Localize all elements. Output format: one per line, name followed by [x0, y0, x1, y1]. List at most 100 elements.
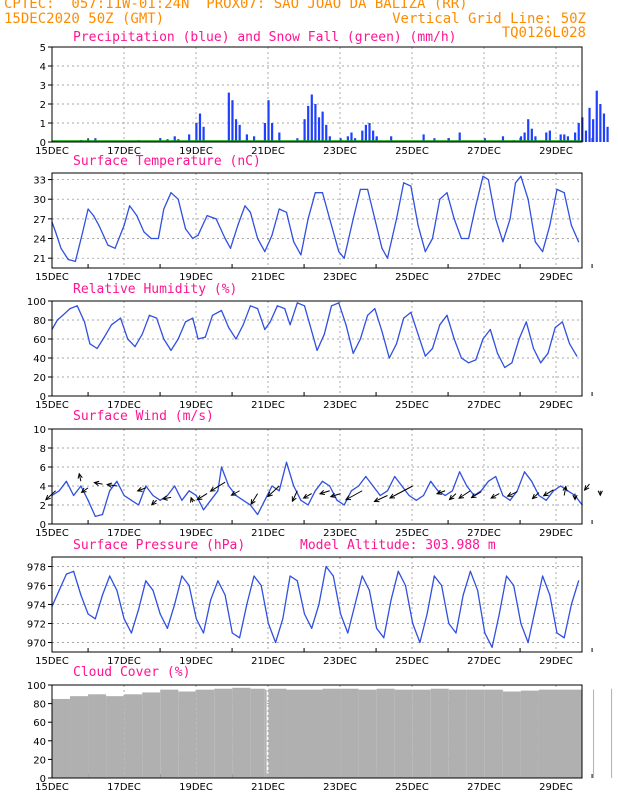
data-point [242, 499, 244, 501]
data-point [303, 613, 306, 615]
data-point [542, 251, 544, 253]
data-point [65, 573, 67, 575]
data-point [563, 192, 565, 194]
panel-6-frame [51, 684, 583, 779]
precipitation-bar [188, 134, 191, 142]
data-point [217, 580, 219, 582]
wind-arrow-head [344, 495, 351, 501]
precipitation-bar [94, 138, 97, 142]
data-point [511, 362, 513, 364]
x-tick-label: 19DEC [179, 400, 213, 411]
wind-arrow [210, 481, 226, 492]
x-tick-label: 23DEC [323, 782, 357, 793]
y-tick-label: 0 [40, 392, 46, 403]
data-point [260, 584, 262, 587]
data-point [417, 333, 419, 335]
y-tick-label: 976 [27, 582, 46, 593]
precipitation-bar [252, 136, 256, 142]
precipitation-bar [372, 130, 375, 142]
data-point [379, 494, 381, 497]
data-point [498, 613, 500, 615]
precipitation-bar [173, 136, 176, 142]
cloud-cover-bar [142, 692, 161, 778]
wind-arrow [436, 490, 446, 495]
data-point [453, 218, 455, 220]
header-line1: CPTEC: 057:11W-01:24N PROX07: SAO JOAO D… [4, 0, 468, 12]
y-tick-label: 21 [33, 254, 46, 265]
wind-arrow [584, 483, 590, 491]
data-point [381, 247, 383, 249]
x-tick-label: 15DEC [35, 146, 69, 157]
wind-arrow-head [77, 472, 83, 479]
data-point [513, 584, 515, 587]
data-point [177, 338, 179, 340]
data-point [123, 494, 125, 497]
data-point [220, 309, 223, 312]
wind-arrow [94, 482, 103, 485]
data-point [437, 490, 439, 492]
cloud-cover-bar [286, 689, 305, 778]
data-point [109, 575, 111, 577]
x-tick-label: 27DEC [467, 656, 501, 667]
y-tick-label: 2 [40, 501, 46, 512]
data-point [275, 641, 277, 644]
data-point [130, 499, 132, 501]
wind-arrow [137, 487, 146, 492]
data-point [163, 208, 165, 210]
x-tick-label: 19DEC [179, 272, 213, 283]
x-tick-label: 29DEC [539, 782, 573, 793]
data-point [69, 308, 71, 310]
precipitation-bar [375, 136, 378, 142]
cloud-cover-bar [575, 689, 582, 778]
data-point [98, 224, 100, 226]
x-tick-label: 17DEC [107, 782, 141, 793]
data-point [323, 333, 325, 335]
data-point [264, 499, 266, 501]
wind-arrow [319, 490, 330, 495]
data-point [166, 627, 168, 629]
data-point [469, 570, 471, 572]
data-point [439, 198, 441, 200]
x-tick-label: 21DEC [251, 782, 285, 793]
data-point [460, 357, 462, 359]
precipitation-bar [519, 136, 523, 142]
data-point [410, 311, 412, 313]
wind-arrow-head [267, 491, 273, 498]
wind-arrow-head [209, 486, 216, 492]
panel1-title: Precipitation (blue) and Snow Fall (gree… [73, 30, 457, 45]
data-point [403, 317, 405, 319]
data-point [453, 338, 455, 340]
data-point [520, 175, 522, 177]
data-point [332, 575, 334, 577]
cloud-cover-bar [160, 689, 179, 778]
data-point [138, 608, 140, 610]
data-point [374, 308, 376, 310]
precipitation-bar [577, 123, 580, 142]
data-point [56, 319, 59, 321]
data-point [246, 603, 248, 606]
cloud-cover-bar [358, 689, 377, 778]
wind-arrow-head [329, 492, 336, 498]
precipitation-bar [458, 132, 461, 142]
data-point [123, 224, 125, 226]
precipitation-bar [328, 136, 331, 142]
cloud-cover-bar [214, 688, 233, 778]
data-point [534, 608, 536, 610]
x-tick-label: 25DEC [395, 272, 429, 283]
data-point [237, 224, 239, 226]
precipitation-bar [364, 124, 368, 142]
precipitation-bar [159, 138, 162, 142]
data-point [477, 589, 479, 591]
data-point [174, 603, 176, 606]
precipitation-bar [296, 138, 299, 142]
wind-arrow-head [531, 493, 538, 500]
wind-arrow-head [506, 492, 513, 497]
wind-arrow [267, 485, 280, 497]
precipitation-bar [310, 94, 313, 142]
data-point [228, 485, 230, 487]
data-point [578, 241, 580, 243]
data-point [540, 362, 542, 364]
data-point [381, 330, 383, 332]
x-tick-label: 17DEC [107, 656, 141, 667]
precipitation-bar [314, 104, 317, 142]
